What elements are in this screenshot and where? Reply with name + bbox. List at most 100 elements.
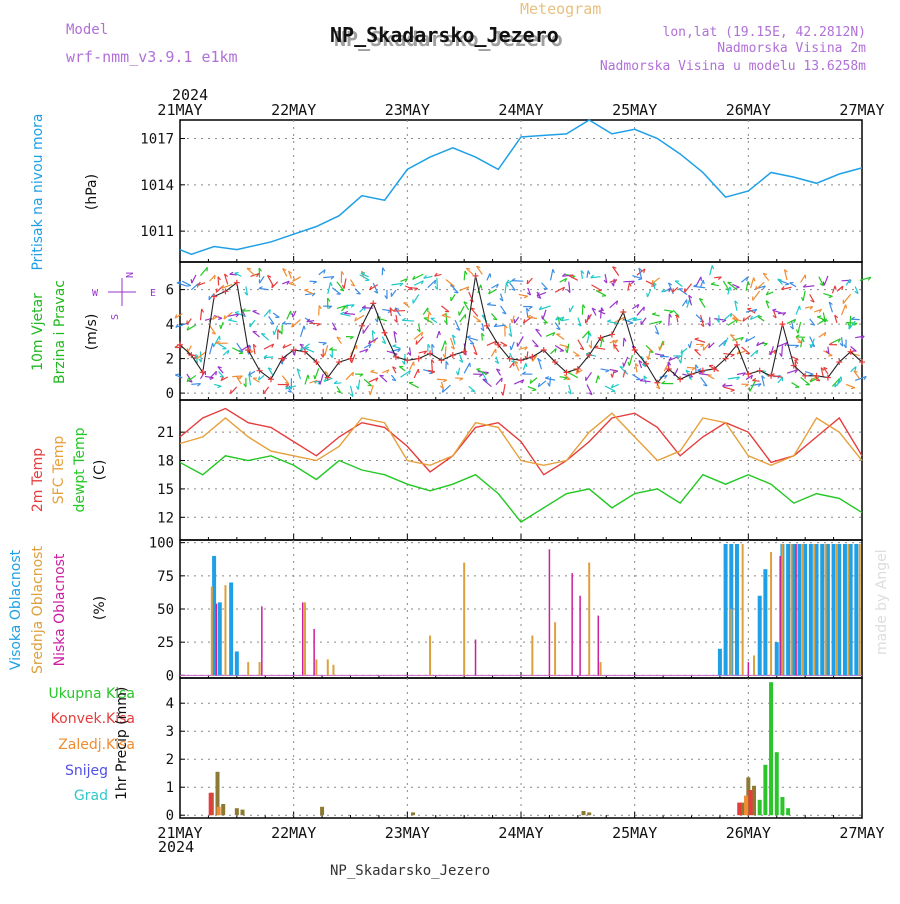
- wind-arrow-head: [393, 345, 397, 346]
- y-tick-label: 50: [157, 602, 174, 618]
- wind-speed-marker: [370, 300, 376, 306]
- wind-arrow-head: [772, 309, 776, 310]
- y-tick-label: 21: [157, 425, 174, 441]
- wind-arrow: [798, 322, 801, 333]
- pressure-line: [180, 120, 862, 254]
- wind-arrow: [467, 337, 478, 340]
- wind-arrow: [614, 279, 615, 286]
- wind-arrow: [219, 344, 227, 349]
- cloud-bar-high: [735, 544, 739, 675]
- wind-arrow-head: [785, 284, 789, 285]
- wind-arrow: [305, 375, 308, 384]
- y-tick-label: 15: [157, 482, 174, 498]
- wind-arrow-head: [652, 313, 656, 314]
- wind-arrow-head: [470, 343, 474, 344]
- cloud-bar-low: [549, 549, 551, 675]
- wind-arrow-head: [314, 375, 315, 379]
- wind-arrow: [652, 314, 659, 316]
- cloud-bar-high: [809, 544, 813, 675]
- wind-arrow: [402, 320, 414, 321]
- cloud-bar-low: [748, 662, 750, 675]
- wind-arrow: [586, 372, 592, 380]
- wind-units: (m/s): [84, 314, 100, 351]
- wind-arrow-head: [555, 349, 556, 353]
- cloud-bar-high: [718, 649, 722, 676]
- station-title-shadow: NP_Skadarsko_Jezero: [330, 23, 559, 47]
- wind-arrow: [409, 383, 419, 388]
- wind-arrow: [842, 305, 846, 315]
- wind-arrow: [175, 375, 182, 378]
- product-title: Meteogram: [520, 0, 601, 18]
- wind-arrow: [690, 341, 692, 348]
- wind-arrow-head: [369, 391, 370, 395]
- precip-bar: [763, 765, 767, 815]
- wind-arrow-head: [511, 319, 512, 323]
- wind-arrow-head: [289, 282, 293, 283]
- wind-speed-marker: [620, 309, 626, 315]
- precip-bar: [737, 803, 741, 816]
- precip-bar: [741, 803, 745, 816]
- wind-arrow: [723, 387, 734, 390]
- wind-arrow-head: [272, 284, 273, 288]
- x-tick-label-bottom: 24MAY: [498, 824, 543, 842]
- wind-arrow-head: [851, 388, 855, 389]
- cloud-bar-low: [313, 629, 315, 675]
- wind-arrow-head: [629, 323, 633, 324]
- wind-arrow: [528, 387, 536, 390]
- y-tick-label: 2: [166, 752, 174, 768]
- wind-arrow-head: [602, 296, 606, 297]
- wind-arrow-head: [695, 338, 699, 339]
- cloud-bar-high: [797, 544, 801, 675]
- cloud-bar-mid: [859, 544, 861, 675]
- model-elevation-label: Nadmorska Visina u modelu 13.6258m: [600, 59, 866, 74]
- wind-arrow: [473, 316, 480, 322]
- cloud-bar-mid: [429, 636, 431, 676]
- precip-bar: [780, 797, 784, 815]
- precip-bar: [786, 808, 790, 815]
- wind-arrow-head: [749, 387, 750, 391]
- wind-arrow: [458, 368, 460, 375]
- compass-s: S: [110, 314, 121, 320]
- wind-arrow: [230, 274, 237, 275]
- cloud-bar-mid: [791, 544, 793, 675]
- y-tick-label: 6: [166, 283, 174, 299]
- wind-arrow-head: [835, 383, 836, 387]
- wind-arrow-head: [414, 362, 415, 366]
- wind-speed-marker: [450, 352, 456, 358]
- wind-arrow-head: [216, 289, 217, 293]
- wind-arrow-head: [239, 353, 243, 354]
- wind-arrow: [259, 288, 269, 289]
- x-tick-label-bottom: 26MAY: [726, 824, 771, 842]
- wind-arrow: [591, 285, 601, 291]
- wind-arrow: [701, 280, 704, 287]
- wind-arrow-head: [614, 371, 618, 373]
- wind-arrow-head: [216, 371, 217, 375]
- wind-arrow: [437, 331, 439, 338]
- precip-bar: [235, 808, 239, 815]
- wind-arrow: [624, 357, 628, 367]
- cloud-mid-ylabel: Srednja Oblacnost: [30, 546, 46, 674]
- wind-arrow-head: [673, 288, 674, 292]
- wind-arrow-head: [602, 338, 604, 342]
- wind-arrow: [792, 383, 800, 388]
- wind-arrow-head: [629, 283, 631, 287]
- wind-arrow: [320, 374, 323, 385]
- wind-arrow-head: [215, 275, 216, 279]
- wind-arrow-head: [588, 271, 590, 275]
- lonlat-label: lon,lat (19.15E, 42.2812N): [663, 25, 867, 40]
- wind-arrow-head: [353, 372, 354, 376]
- wind-arrow-head: [712, 265, 713, 269]
- wind-arrow: [464, 271, 465, 280]
- wind-arrow: [514, 317, 518, 323]
- wind-arrow-head: [669, 311, 673, 313]
- wind-arrow-head: [679, 360, 681, 364]
- wind-arrow-head: [695, 350, 699, 351]
- wind-arrow: [587, 271, 588, 278]
- wind-arrow-head: [620, 367, 624, 368]
- cloud-bar-high: [843, 544, 847, 675]
- footer-station: NP_Skadarsko_Jezero: [330, 863, 490, 879]
- wind-arrow: [214, 384, 221, 386]
- wind-arrow-head: [442, 314, 446, 315]
